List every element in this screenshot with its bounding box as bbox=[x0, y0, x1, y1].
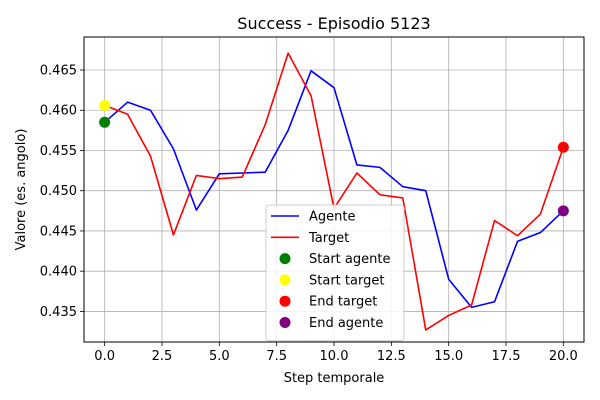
x-tick-label: 12.5 bbox=[377, 349, 406, 364]
x-tick-label: 17.5 bbox=[492, 349, 521, 364]
legend-marker-end-target bbox=[279, 295, 291, 307]
y-tick-label: 0.445 bbox=[40, 224, 77, 239]
x-tick-label: 0.0 bbox=[94, 349, 115, 364]
legend-marker-start-agente bbox=[279, 253, 291, 265]
y-tick-label: 0.435 bbox=[40, 305, 77, 320]
legend-box bbox=[265, 204, 405, 342]
series-line-agente bbox=[104, 70, 564, 309]
legend: Agente Target Start agente Start target End … bbox=[265, 204, 405, 342]
x-axis-label: Step temporale bbox=[284, 371, 385, 386]
x-tick-label: 10.0 bbox=[320, 349, 349, 364]
x-tick-label: 5.0 bbox=[209, 349, 230, 364]
y-tick-label: 0.465 bbox=[40, 63, 77, 78]
legend-label: Start agente bbox=[309, 252, 390, 267]
legend-label: Agente bbox=[309, 210, 355, 225]
marker-end-agente bbox=[557, 205, 569, 217]
marker-start-target bbox=[99, 99, 111, 111]
legend-label: Start target bbox=[309, 273, 384, 288]
legend-label: End target bbox=[309, 295, 377, 310]
y-axis-label: Valore (es. angolo) bbox=[14, 129, 29, 251]
x-tick-label: 2.5 bbox=[152, 349, 173, 364]
y-tick-label: 0.450 bbox=[40, 184, 77, 199]
y-tick-label: 0.455 bbox=[40, 144, 77, 159]
grid bbox=[84, 37, 584, 342]
x-tick-label: 20.0 bbox=[549, 349, 578, 364]
y-tick-label: 0.460 bbox=[40, 104, 77, 119]
y-tick-label: 0.440 bbox=[40, 265, 77, 280]
legend-label: Target bbox=[308, 231, 349, 246]
legend-marker-end-agente bbox=[279, 317, 291, 328]
legend-marker-start-target bbox=[279, 274, 291, 286]
marker-end-target bbox=[557, 141, 569, 153]
marker-layer bbox=[99, 99, 569, 217]
marker-start-agente bbox=[99, 116, 111, 128]
chart-title: Success - Episodio 5123 bbox=[237, 14, 430, 33]
x-tick-label: 7.5 bbox=[266, 349, 287, 364]
y-axis: 0.435 0.440 0.445 0.450 0.455 0.460 0.465 bbox=[40, 63, 84, 320]
x-axis: 0.0 2.5 5.0 7.5 10.0 12.5 15.0 17.5 20.0 bbox=[94, 342, 578, 364]
legend-label: End agente bbox=[309, 316, 383, 331]
x-tick-label: 15.0 bbox=[434, 349, 463, 364]
